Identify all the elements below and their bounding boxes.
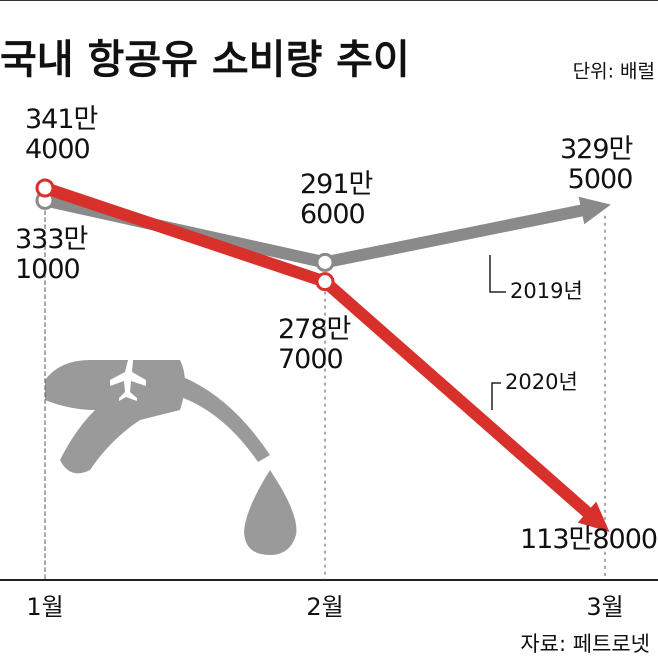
point-marker — [315, 252, 335, 272]
data-label: 329만 5000 — [560, 134, 633, 195]
legend-label: 2019년 — [510, 279, 583, 303]
point-marker — [315, 272, 335, 292]
chart-title: 국내 항공유 소비량 추이 — [0, 37, 410, 83]
data-label: 333만 1000 — [15, 224, 88, 285]
unit-note: 단위: 배럴 — [573, 61, 655, 83]
data-label: 113만8000 — [520, 524, 658, 555]
fuel-nozzle-illustration — [45, 360, 297, 555]
fuel-drop — [244, 470, 297, 555]
legend-leader — [489, 255, 506, 293]
legend-leader — [491, 382, 501, 410]
legend-label: 2020년 — [505, 370, 578, 394]
nozzle-spout — [175, 375, 270, 462]
arrow-head — [577, 501, 610, 532]
data-label: 278만 7000 — [278, 314, 351, 375]
data-label: 341만 4000 — [25, 104, 98, 165]
nozzle — [45, 360, 185, 474]
arrow-head — [578, 196, 611, 225]
x-tick-label: 3월 — [586, 593, 623, 621]
point-marker — [35, 178, 55, 198]
x-tick-label: 1월 — [26, 593, 63, 621]
plane-icon — [110, 360, 146, 401]
x-tick-label: 2월 — [306, 593, 343, 621]
data-label: 291만 6000 — [300, 169, 373, 230]
source-note: 자료: 페트로넷 — [520, 632, 650, 656]
